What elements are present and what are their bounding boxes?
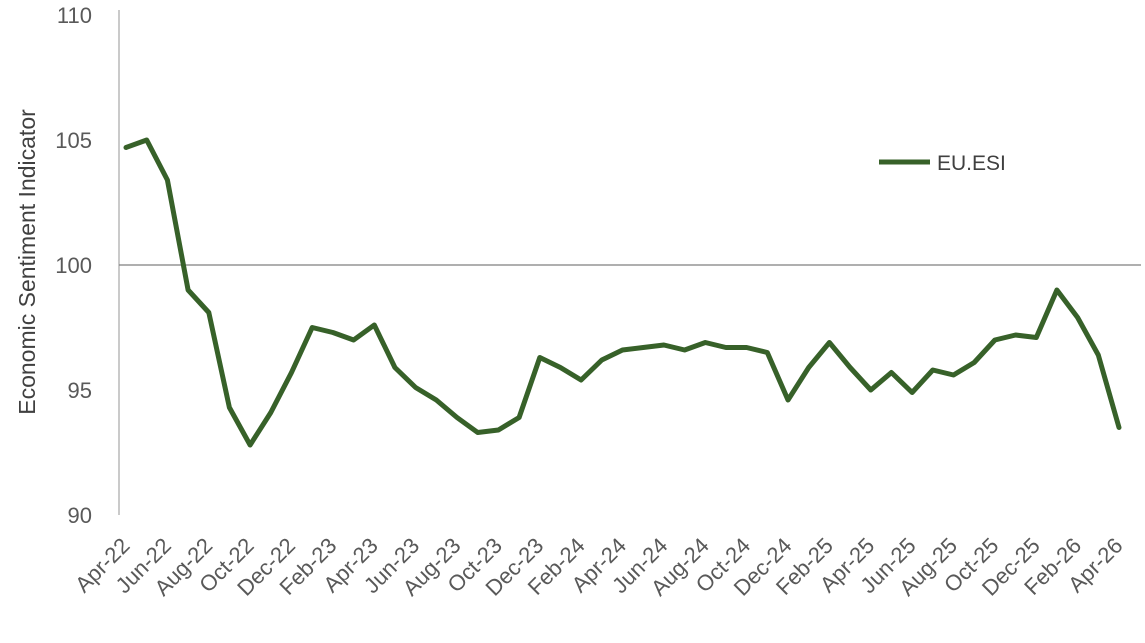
y-axis-label: Economic Sentiment Indicator (14, 109, 40, 415)
y-axis: 90 95 100 105 110 (55, 3, 1141, 528)
legend-label: EU.ESI (937, 152, 1006, 175)
series-group (123, 137, 1122, 448)
x-axis: Apr-22Jun-22Aug-22Oct-22Dec-22Feb-23Apr-… (70, 533, 1127, 601)
y-tick-label: 105 (55, 128, 92, 153)
y-tick-label: 110 (57, 3, 92, 28)
series-line-eu-esi (123, 137, 1122, 448)
y-tick-label: 95 (68, 378, 92, 403)
y-tick-label: 90 (68, 503, 92, 528)
y-tick-label: 100 (55, 253, 92, 278)
legend: EU.ESI (879, 152, 1006, 175)
